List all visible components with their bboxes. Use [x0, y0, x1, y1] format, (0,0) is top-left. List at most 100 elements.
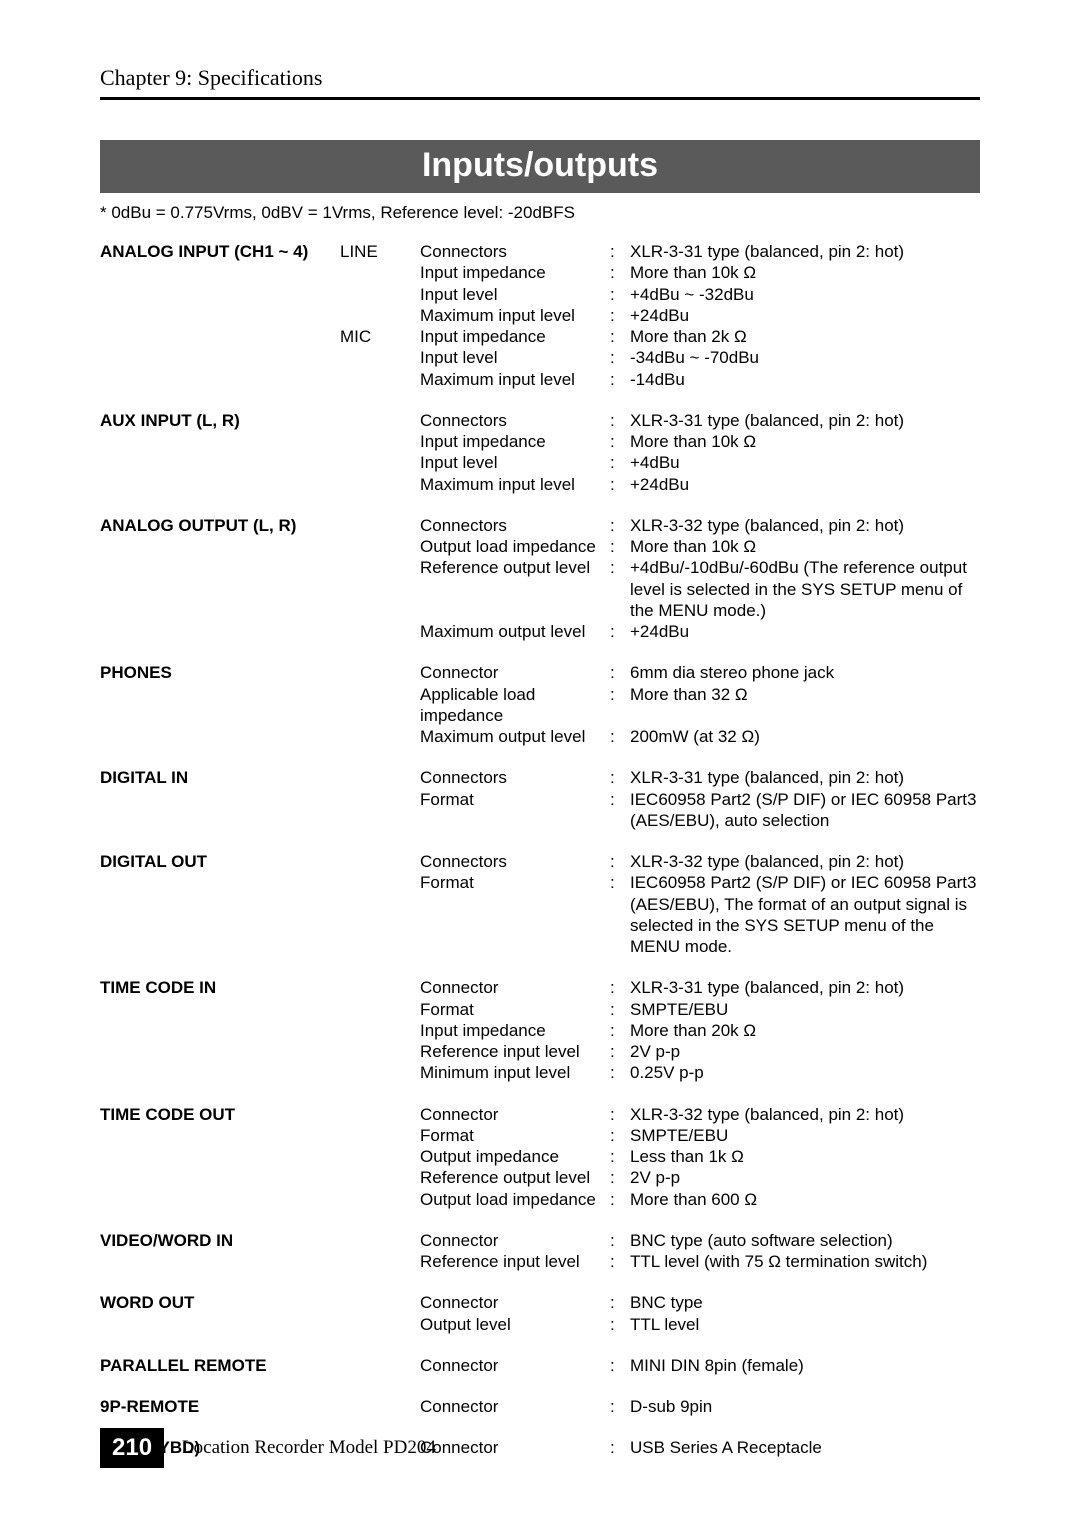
spec-colon: :: [610, 347, 630, 368]
spec-colon: :: [610, 1251, 630, 1272]
spec-section: TIME CODE INConnector:XLR-3-31 type (bal…: [100, 977, 980, 1083]
spec-value: Less than 1k Ω: [630, 1146, 980, 1167]
spec-value: 2V p-p: [630, 1167, 980, 1188]
spec-subgroup: MIC: [340, 326, 420, 347]
spec-colon: :: [610, 1167, 630, 1188]
spec-param: Format: [420, 872, 610, 893]
spec-value: XLR-3-31 type (balanced, pin 2: hot): [630, 241, 980, 262]
spec-param: Output impedance: [420, 1146, 610, 1167]
spec-value: BNC type: [630, 1292, 980, 1313]
spec-section: WORD OUTConnector:BNC typeOutput level:T…: [100, 1292, 980, 1335]
spec-param: Connector: [420, 1292, 610, 1313]
spec-sections: ANALOG INPUT (CH1 ~ 4)LINEConnectors:XLR…: [100, 241, 980, 1459]
spec-colon: :: [610, 1146, 630, 1167]
spec-colon: :: [610, 431, 630, 452]
spec-param: Connector: [420, 1396, 610, 1417]
spec-param: Connector: [420, 1230, 610, 1251]
spec-param: Input impedance: [420, 1020, 610, 1041]
spec-colon: :: [610, 1314, 630, 1335]
reference-note: * 0dBu = 0.775Vrms, 0dBV = 1Vrms, Refere…: [100, 203, 980, 223]
spec-param: Applicable load impedance: [420, 684, 610, 727]
spec-value: 6mm dia stereo phone jack: [630, 662, 980, 683]
spec-param: Output level: [420, 1314, 610, 1335]
spec-value: TTL level (with 75 Ω termination switch): [630, 1251, 980, 1272]
spec-colon: :: [610, 1355, 630, 1376]
spec-param: Minimum input level: [420, 1062, 610, 1083]
spec-value: 2V p-p: [630, 1041, 980, 1062]
spec-section: PARALLEL REMOTEConnector:MINI DIN 8pin (…: [100, 1355, 980, 1376]
spec-value: +24dBu: [630, 621, 980, 642]
spec-param: Connectors: [420, 851, 610, 872]
spec-colon: :: [610, 851, 630, 872]
spec-param: Maximum input level: [420, 474, 610, 495]
spec-section: DIGITAL OUTConnectors:XLR-3-32 type (bal…: [100, 851, 980, 957]
spec-colon: :: [610, 1396, 630, 1417]
spec-value: -14dBu: [630, 369, 980, 390]
spec-colon: :: [610, 684, 630, 705]
spec-param: Format: [420, 1125, 610, 1146]
chapter-title: Chapter 9: Specifications: [100, 65, 980, 91]
section-banner: Inputs/outputs: [100, 140, 980, 193]
spec-param: Connectors: [420, 767, 610, 788]
spec-section-title: ANALOG INPUT (CH1 ~ 4): [100, 241, 340, 262]
spec-colon: :: [610, 305, 630, 326]
spec-value: +4dBu/-10dBu/-60dBu (The reference outpu…: [630, 557, 980, 621]
spec-colon: :: [610, 1189, 630, 1210]
spec-section-title: WORD OUT: [100, 1292, 340, 1313]
spec-section-title: VIDEO/WORD IN: [100, 1230, 340, 1251]
spec-section-title: 9P-REMOTE: [100, 1396, 340, 1417]
spec-value: More than 10k Ω: [630, 431, 980, 452]
spec-section: ANALOG OUTPUT (L, R)Connectors:XLR-3-32 …: [100, 515, 980, 643]
spec-param: Reference input level: [420, 1251, 610, 1272]
spec-value: XLR-3-31 type (balanced, pin 2: hot): [630, 767, 980, 788]
spec-value: MINI DIN 8pin (female): [630, 1355, 980, 1376]
spec-colon: :: [610, 1125, 630, 1146]
spec-param: Connector: [420, 662, 610, 683]
spec-value: USB Series A Receptacle: [630, 1437, 980, 1458]
spec-colon: :: [610, 557, 630, 578]
spec-param: Input impedance: [420, 326, 610, 347]
spec-value: D-sub 9pin: [630, 1396, 980, 1417]
spec-value: +4dBu ~ -32dBu: [630, 284, 980, 305]
spec-colon: :: [610, 977, 630, 998]
spec-colon: :: [610, 1104, 630, 1125]
spec-param: Input impedance: [420, 431, 610, 452]
spec-param: Reference output level: [420, 1167, 610, 1188]
spec-colon: :: [610, 789, 630, 810]
spec-section-title: AUX INPUT (L, R): [100, 410, 340, 431]
spec-colon: :: [610, 726, 630, 747]
spec-value: +24dBu: [630, 474, 980, 495]
spec-value: IEC60958 Part2 (S/P DIF) or IEC 60958 Pa…: [630, 872, 980, 957]
spec-param: Connector: [420, 1104, 610, 1125]
divider-rule: [100, 97, 980, 100]
spec-param: Maximum input level: [420, 305, 610, 326]
spec-colon: :: [610, 1020, 630, 1041]
spec-param: Input level: [420, 284, 610, 305]
spec-value: More than 10k Ω: [630, 536, 980, 557]
spec-section-title: TIME CODE OUT: [100, 1104, 340, 1125]
spec-value: XLR-3-32 type (balanced, pin 2: hot): [630, 515, 980, 536]
spec-colon: :: [610, 410, 630, 431]
spec-section: 9P-REMOTE Connector:D-sub 9pin: [100, 1396, 980, 1417]
spec-section-title: TIME CODE IN: [100, 977, 340, 998]
spec-section: DIGITAL IN Connectors:XLR-3-31 type (bala…: [100, 767, 980, 831]
spec-colon: :: [610, 515, 630, 536]
spec-param: Input level: [420, 347, 610, 368]
spec-colon: :: [610, 1437, 630, 1458]
spec-section-title: DIGITAL OUT: [100, 851, 340, 872]
spec-colon: :: [610, 326, 630, 347]
spec-section-title: DIGITAL IN: [100, 767, 340, 788]
spec-param: Maximum input level: [420, 369, 610, 390]
spec-colon: :: [610, 241, 630, 262]
spec-section-title: ANALOG OUTPUT (L, R): [100, 515, 340, 536]
spec-colon: :: [610, 284, 630, 305]
spec-value: XLR-3-32 type (balanced, pin 2: hot): [630, 1104, 980, 1125]
spec-value: 0.25V p-p: [630, 1062, 980, 1083]
spec-colon: :: [610, 767, 630, 788]
spec-colon: :: [610, 474, 630, 495]
spec-param: Output load impedance: [420, 1189, 610, 1210]
spec-colon: :: [610, 1230, 630, 1251]
spec-section-title: PARALLEL REMOTE: [100, 1355, 340, 1376]
spec-param: Connector: [420, 977, 610, 998]
footer-text: Location Recorder Model PD204: [182, 1437, 436, 1459]
